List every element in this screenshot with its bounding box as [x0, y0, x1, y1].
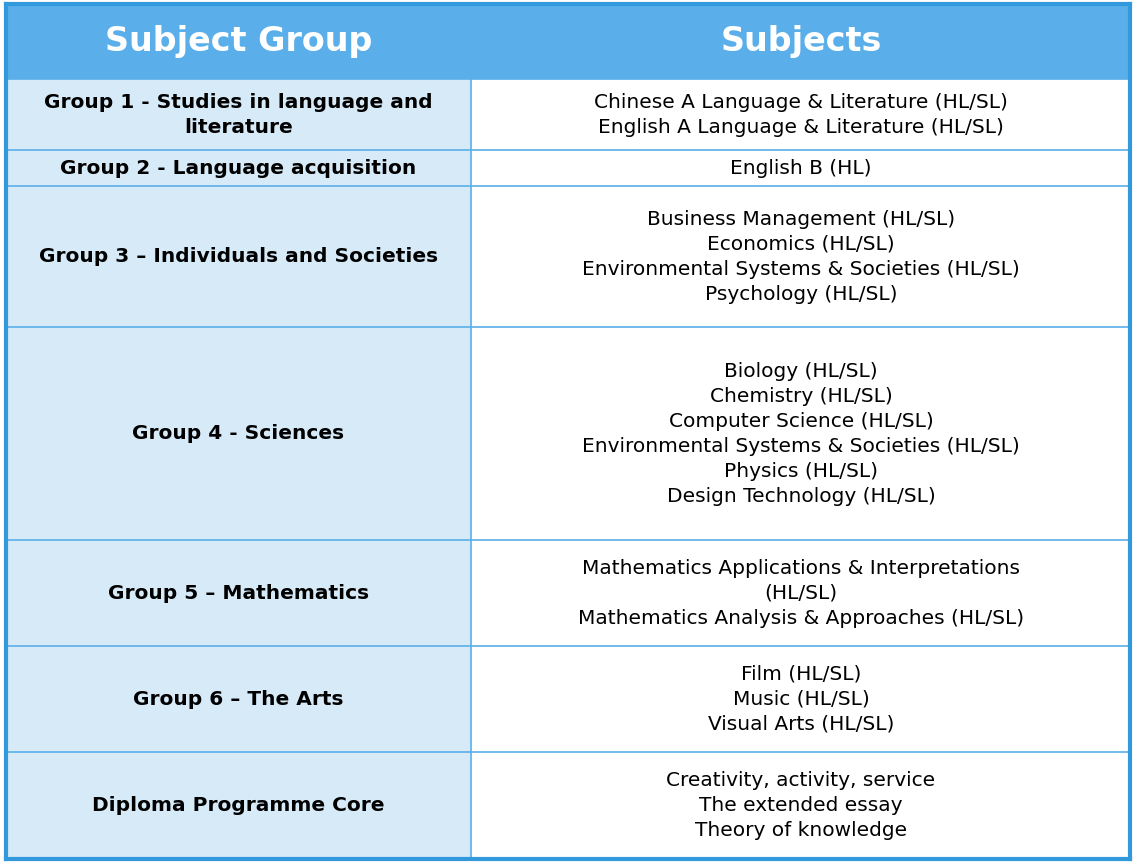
- Text: Film (HL/SL)
Music (HL/SL)
Visual Arts (HL/SL): Film (HL/SL) Music (HL/SL) Visual Arts (…: [708, 665, 894, 734]
- Text: Diploma Programme Core: Diploma Programme Core: [92, 796, 385, 815]
- Text: English B (HL): English B (HL): [730, 159, 871, 178]
- Text: Biology (HL/SL)
Chemistry (HL/SL)
Computer Science (HL/SL)
Environmental Systems: Biology (HL/SL) Chemistry (HL/SL) Comput…: [582, 362, 1020, 506]
- Bar: [6, 186, 471, 327]
- Text: Group 5 – Mathematics: Group 5 – Mathematics: [108, 583, 369, 602]
- Text: Group 4 - Sciences: Group 4 - Sciences: [133, 425, 344, 444]
- Bar: [6, 540, 471, 646]
- Text: Mathematics Applications & Interpretations
(HL/SL)
Mathematics Analysis & Approa: Mathematics Applications & Interpretatio…: [578, 558, 1024, 627]
- Text: Subject Group: Subject Group: [105, 25, 373, 59]
- Bar: [471, 186, 1130, 327]
- Bar: [6, 646, 471, 753]
- Text: Business Management (HL/SL)
Economics (HL/SL)
Environmental Systems & Societies : Business Management (HL/SL) Economics (H…: [582, 210, 1020, 304]
- Text: Group 6 – The Arts: Group 6 – The Arts: [133, 690, 344, 709]
- Bar: [471, 327, 1130, 540]
- Text: Creativity, activity, service
The extended essay
Theory of knowledge: Creativity, activity, service The extend…: [667, 771, 935, 840]
- Bar: [6, 150, 471, 186]
- Bar: [471, 646, 1130, 753]
- Bar: [471, 79, 1130, 150]
- Text: Group 3 – Individuals and Societies: Group 3 – Individuals and Societies: [39, 247, 438, 266]
- Bar: [6, 79, 471, 150]
- Text: Chinese A Language & Literature (HL/SL)
English A Language & Literature (HL/SL): Chinese A Language & Literature (HL/SL) …: [594, 93, 1008, 137]
- Text: Subjects: Subjects: [720, 25, 882, 59]
- Bar: [471, 753, 1130, 859]
- Text: Group 2 - Language acquisition: Group 2 - Language acquisition: [60, 159, 417, 178]
- Bar: [471, 150, 1130, 186]
- Bar: [6, 753, 471, 859]
- Bar: [471, 540, 1130, 646]
- Bar: [6, 327, 471, 540]
- Text: Group 1 - Studies in language and
literature: Group 1 - Studies in language and litera…: [44, 93, 433, 137]
- Bar: [6, 4, 1130, 79]
